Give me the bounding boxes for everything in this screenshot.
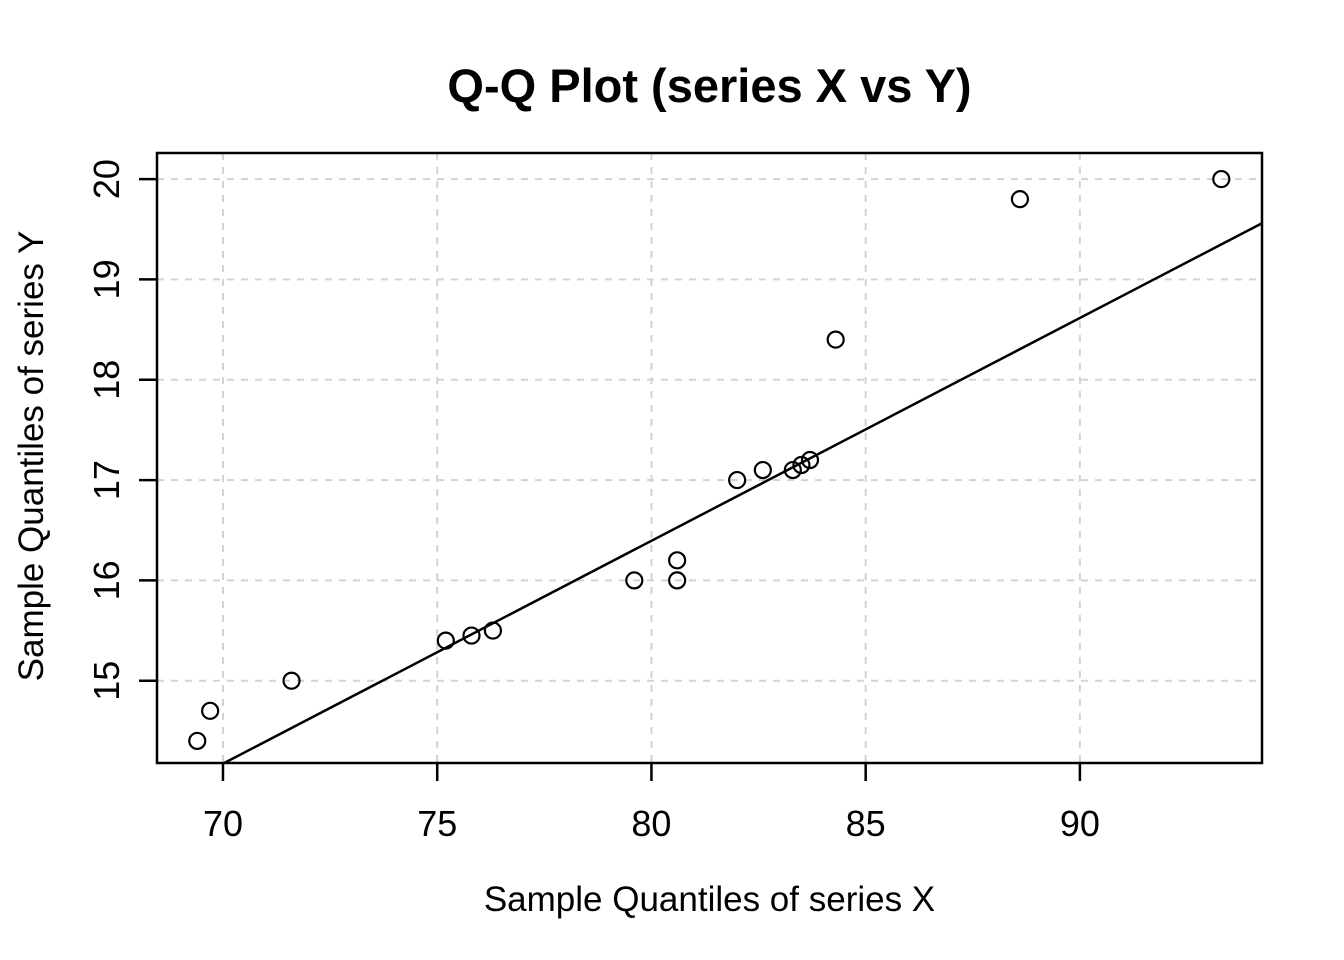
data-point [483,621,503,640]
data-point [728,470,747,490]
data-point [188,731,207,751]
data-point [753,460,772,480]
data-point [462,626,481,645]
data-point [668,571,687,590]
x-tick-label: 85 [846,803,886,844]
reference-line [223,222,1263,765]
y-tick-label: 17 [86,460,127,500]
x-axis-title: Sample Quantiles of series X [483,880,936,919]
data-point [436,631,455,650]
chart-title: Q-Q Plot (series X vs Y) [447,59,972,112]
x-tick-label: 70 [203,803,243,844]
y-tick-label: 15 [86,661,127,701]
y-axis-title: Sample Quantiles of series Y [12,230,51,682]
data-point [201,701,220,720]
data-point [800,450,820,470]
y-tick-label: 20 [86,159,127,199]
y-tick-label: 18 [86,360,127,400]
data-point [1010,190,1030,209]
data-point [668,551,687,570]
data-point [826,330,845,349]
plot-border [155,151,1264,765]
data-point [625,571,644,590]
data-point [1212,169,1231,189]
data-point [282,671,301,690]
y-tick-label: 16 [86,560,127,600]
x-tick-label: 80 [631,803,671,844]
x-tick-label: 90 [1060,803,1100,844]
x-tick-label: 75 [417,803,457,844]
y-tick-label: 19 [86,259,127,299]
